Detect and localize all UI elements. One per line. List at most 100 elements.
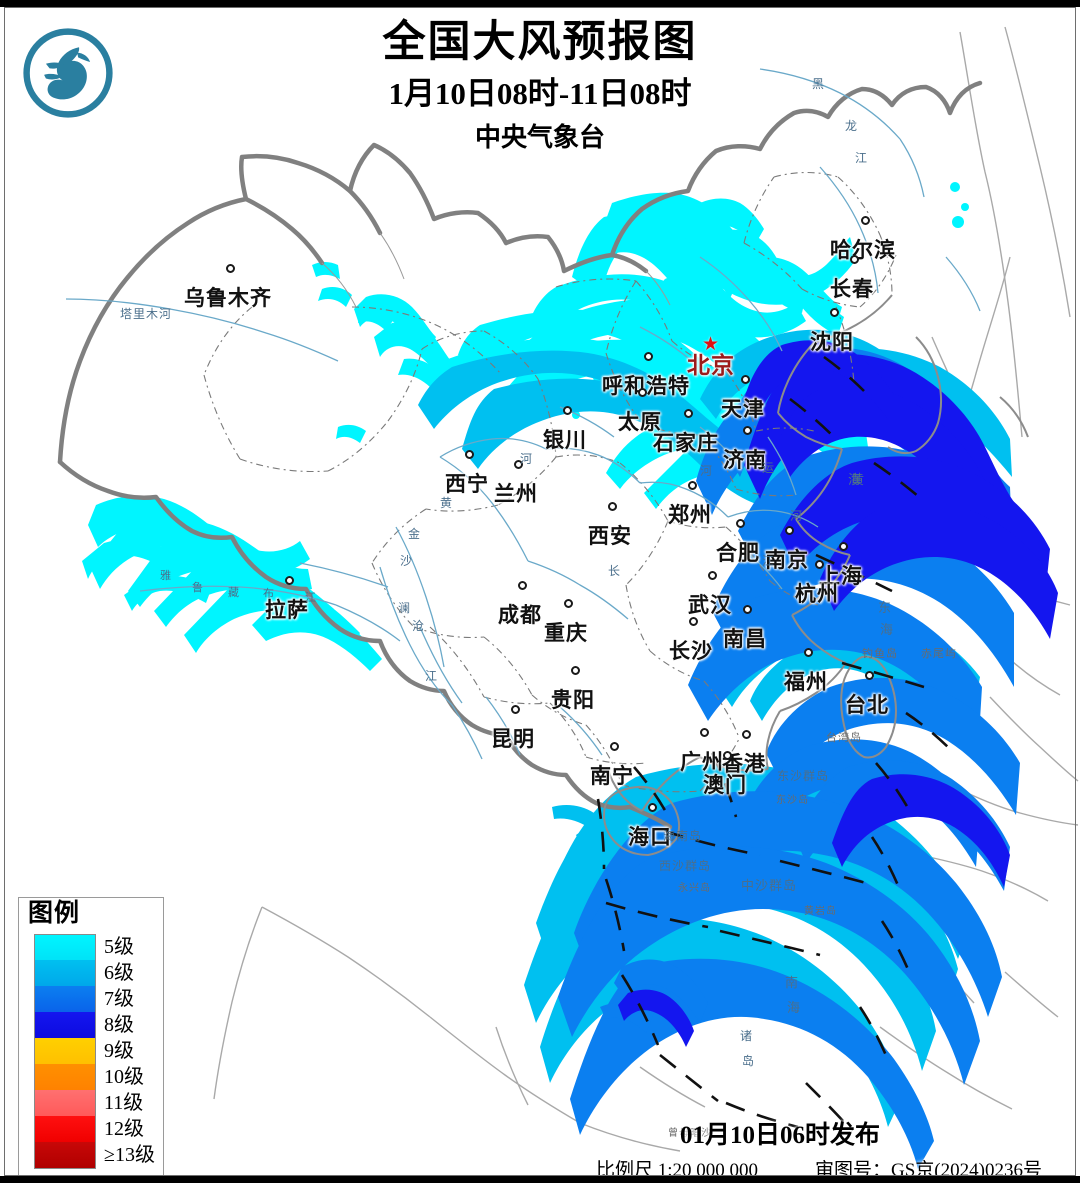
geo-label-沙: 沙 xyxy=(400,554,414,568)
city-marker-dot xyxy=(285,576,294,585)
legend-swatch xyxy=(34,934,96,961)
city-name: 长春 xyxy=(830,277,874,301)
legend-label: 6级 xyxy=(104,962,134,984)
city-name: 太原 xyxy=(618,410,662,434)
geo-label-钓鱼岛: 钓鱼岛 xyxy=(862,648,898,660)
geo-label-河: 河 xyxy=(790,509,804,523)
geo-label-黄: 黄 xyxy=(851,472,866,487)
map-canvas: 乌鲁木齐 哈尔滨 长春 沈阳 呼和浩特 天津 太原 石家庄 济南 银川 西宁 兰州 郑州 西安 合肥 南京 上海… xyxy=(0,7,1080,1176)
city-label-上海: 上海 xyxy=(819,560,863,590)
city-marker-dot xyxy=(648,803,657,812)
geo-label-永兴岛: 永兴岛 xyxy=(678,883,711,894)
city-marker-dot xyxy=(610,742,619,751)
legend-box: 图例 5级 6级 7级 8级 9级 10级 11级 12级 ≥13级 xyxy=(18,897,164,1176)
legend-swatch xyxy=(34,1142,96,1169)
map-scale: 比例尺 1:20 000 000 xyxy=(596,1160,759,1181)
maritime-boundary-dashed xyxy=(596,355,955,1132)
city-label-长沙: 长沙 xyxy=(669,635,713,665)
city-label-沈阳: 沈阳 xyxy=(810,326,854,356)
city-marker-dot xyxy=(684,409,693,418)
geo-label-雅: 雅 xyxy=(160,570,172,582)
city-marker-dot xyxy=(861,216,870,225)
city-marker-dot xyxy=(563,406,572,415)
city-marker-dot xyxy=(839,542,848,551)
city-name: 上海 xyxy=(819,564,863,588)
city-marker-dot xyxy=(708,571,717,580)
province-outlines-fine xyxy=(321,232,671,308)
city-label-澳门: 澳门 xyxy=(703,769,747,799)
geo-label-海: 海 xyxy=(848,472,863,487)
city-label-广州: 广州 xyxy=(680,746,724,776)
legend-swatch xyxy=(34,986,96,1012)
review-number: 审图号：GS京(2024)0236号 xyxy=(815,1160,1042,1181)
city-label-北京: 北京 xyxy=(687,346,735,380)
city-label-哈尔滨: 哈尔滨 xyxy=(830,234,896,264)
city-name: 北京 xyxy=(687,353,735,378)
city-label-杭州: 杭州 xyxy=(795,578,839,608)
city-label-成都: 成都 xyxy=(498,599,542,629)
city-label-兰州: 兰州 xyxy=(494,478,538,508)
city-name: 福州 xyxy=(784,670,828,694)
geo-label-东: 东 xyxy=(878,600,893,615)
city-name: 南宁 xyxy=(590,764,634,788)
city-marker-dot xyxy=(689,617,698,626)
city-marker-dot xyxy=(608,502,617,511)
legend-label: 11级 xyxy=(104,1092,144,1114)
city-marker-dot xyxy=(723,751,732,760)
wind-level-8-shading xyxy=(618,340,1058,1047)
city-name: 澳门 xyxy=(703,773,747,797)
city-marker-dot xyxy=(518,581,527,590)
geo-label-江: 江 xyxy=(855,151,869,165)
geo-label-黄: 黄 xyxy=(440,496,454,510)
legend-swatch xyxy=(34,960,96,986)
city-name: 济南 xyxy=(723,448,767,472)
city-marker-dot xyxy=(700,728,709,737)
legend-label: 5级 xyxy=(104,936,134,958)
city-marker-dot xyxy=(865,671,874,680)
city-marker-dot xyxy=(785,526,794,535)
city-name: 长沙 xyxy=(669,639,713,663)
city-name: 昆明 xyxy=(491,727,535,751)
city-label-银川: 银川 xyxy=(543,424,587,454)
geo-label-黄岩岛: 黄岩岛 xyxy=(804,906,837,917)
city-marker-dot xyxy=(571,666,580,675)
city-name: 拉萨 xyxy=(265,598,309,622)
city-marker-dot xyxy=(850,255,859,264)
geo-label-东沙岛: 东沙岛 xyxy=(776,795,809,806)
city-marker-dot xyxy=(830,308,839,317)
city-marker-dot xyxy=(465,450,474,459)
geo-label-藏: 藏 xyxy=(228,587,240,599)
city-label-贵阳: 贵阳 xyxy=(551,684,595,714)
geo-label-台湾岛: 台湾岛 xyxy=(826,732,862,744)
city-name: 广州 xyxy=(680,750,724,774)
city-name: 贵阳 xyxy=(551,688,595,712)
geo-label-河: 河 xyxy=(520,452,534,466)
national-border xyxy=(57,80,983,830)
legend-label: 12级 xyxy=(104,1118,144,1140)
city-label-南京: 南京 xyxy=(765,544,809,574)
geo-label-中沙群岛: 中沙群岛 xyxy=(741,878,798,893)
city-name: 石家庄 xyxy=(653,431,719,455)
legend-label: 9级 xyxy=(104,1040,134,1062)
geo-label-海南岛: 海南岛 xyxy=(663,829,703,843)
city-marker-dot xyxy=(741,375,750,384)
city-label-太原: 太原 xyxy=(618,406,662,436)
geo-label-海: 海 xyxy=(787,1000,802,1015)
geo-label-南: 南 xyxy=(785,975,800,990)
geo-label-西沙群岛: 西沙群岛 xyxy=(659,859,712,873)
city-name: 武汉 xyxy=(688,593,732,617)
city-label-重庆: 重庆 xyxy=(544,617,588,647)
city-name: 西安 xyxy=(588,524,632,548)
city-label-郑州: 郑州 xyxy=(668,499,712,529)
province-boundaries xyxy=(203,172,897,793)
legend-swatch xyxy=(34,1012,96,1038)
city-label-合肥: 合肥 xyxy=(716,537,760,567)
geo-label-龙: 龙 xyxy=(845,119,859,133)
city-label-济南: 济南 xyxy=(723,444,767,474)
city-label-呼和浩特: 呼和浩特 xyxy=(602,370,690,400)
legend-swatch xyxy=(34,1038,96,1064)
legend-swatch xyxy=(34,1064,96,1090)
city-marker-dot xyxy=(638,388,647,397)
city-label-海口: 海口 xyxy=(628,821,672,851)
geo-label-岛: 岛 xyxy=(742,1054,756,1068)
